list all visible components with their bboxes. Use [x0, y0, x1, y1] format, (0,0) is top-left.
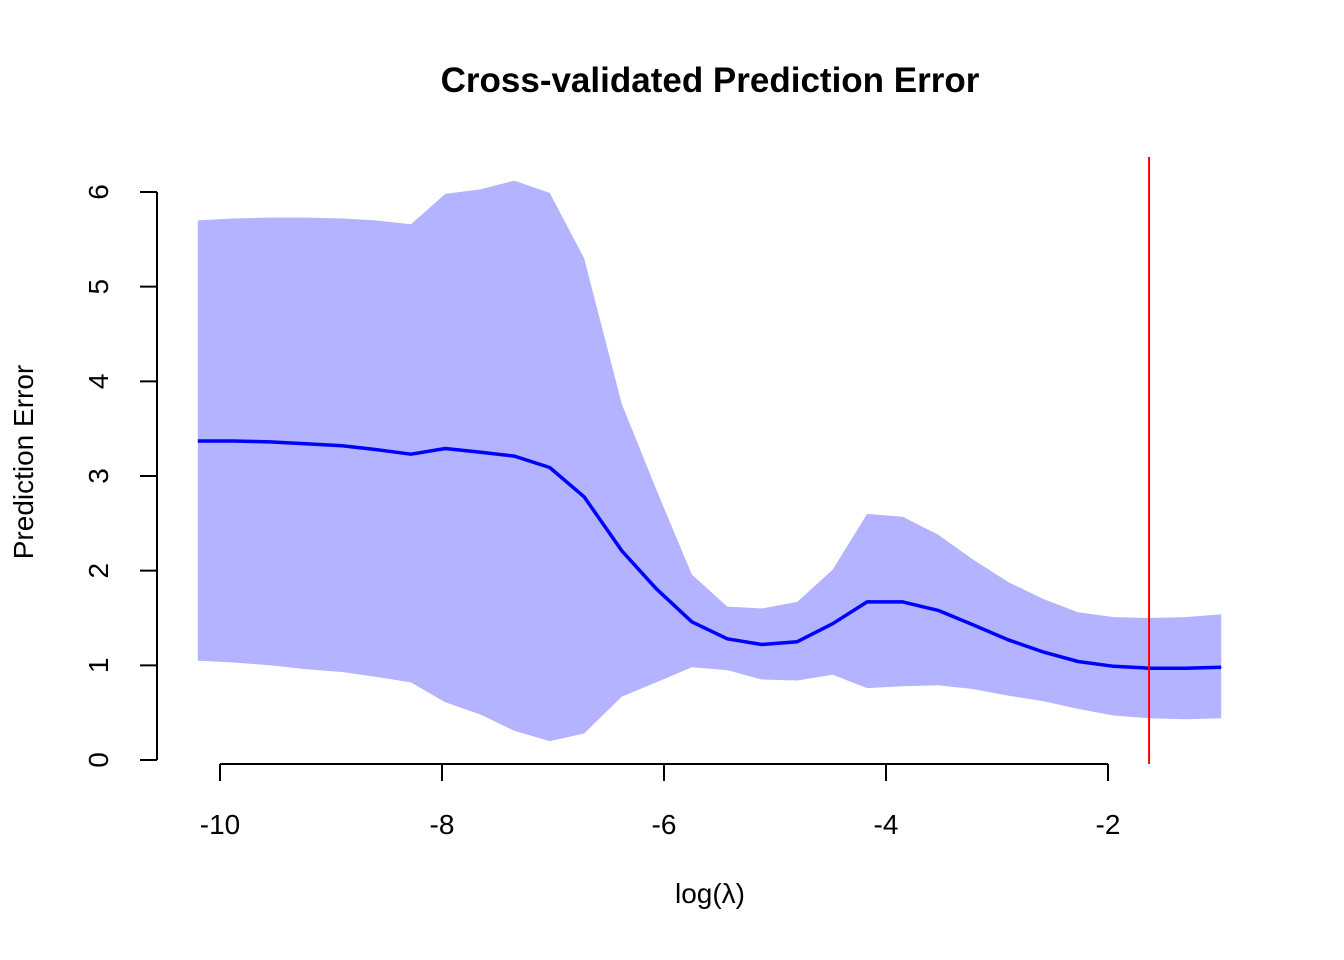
chart-title: Cross-validated Prediction Error — [441, 61, 980, 100]
x-axis-label: log(λ) — [675, 878, 745, 909]
plot-area — [197, 157, 1222, 764]
y-tick-label: 5 — [83, 279, 114, 295]
error-band — [197, 180, 1222, 742]
y-tick-label: 2 — [83, 563, 114, 579]
x-tick-label: -10 — [200, 809, 240, 840]
y-tick-label: 3 — [83, 468, 114, 484]
y-tick-label: 0 — [83, 752, 114, 768]
x-tick-label: -6 — [652, 809, 677, 840]
y-axis-label: Prediction Error — [8, 365, 39, 560]
x-tick-label: -8 — [430, 809, 455, 840]
x-tick-label: -4 — [874, 809, 899, 840]
y-tick-label: 1 — [83, 658, 114, 674]
axes: 0 1 2 3 4 5 6 -10 -8 -6 -4 -2 — [83, 184, 1120, 840]
x-tick-label: -2 — [1096, 809, 1121, 840]
series-line — [197, 439, 1222, 670]
y-tick-label: 4 — [83, 374, 114, 390]
y-tick-label: 6 — [83, 184, 114, 200]
